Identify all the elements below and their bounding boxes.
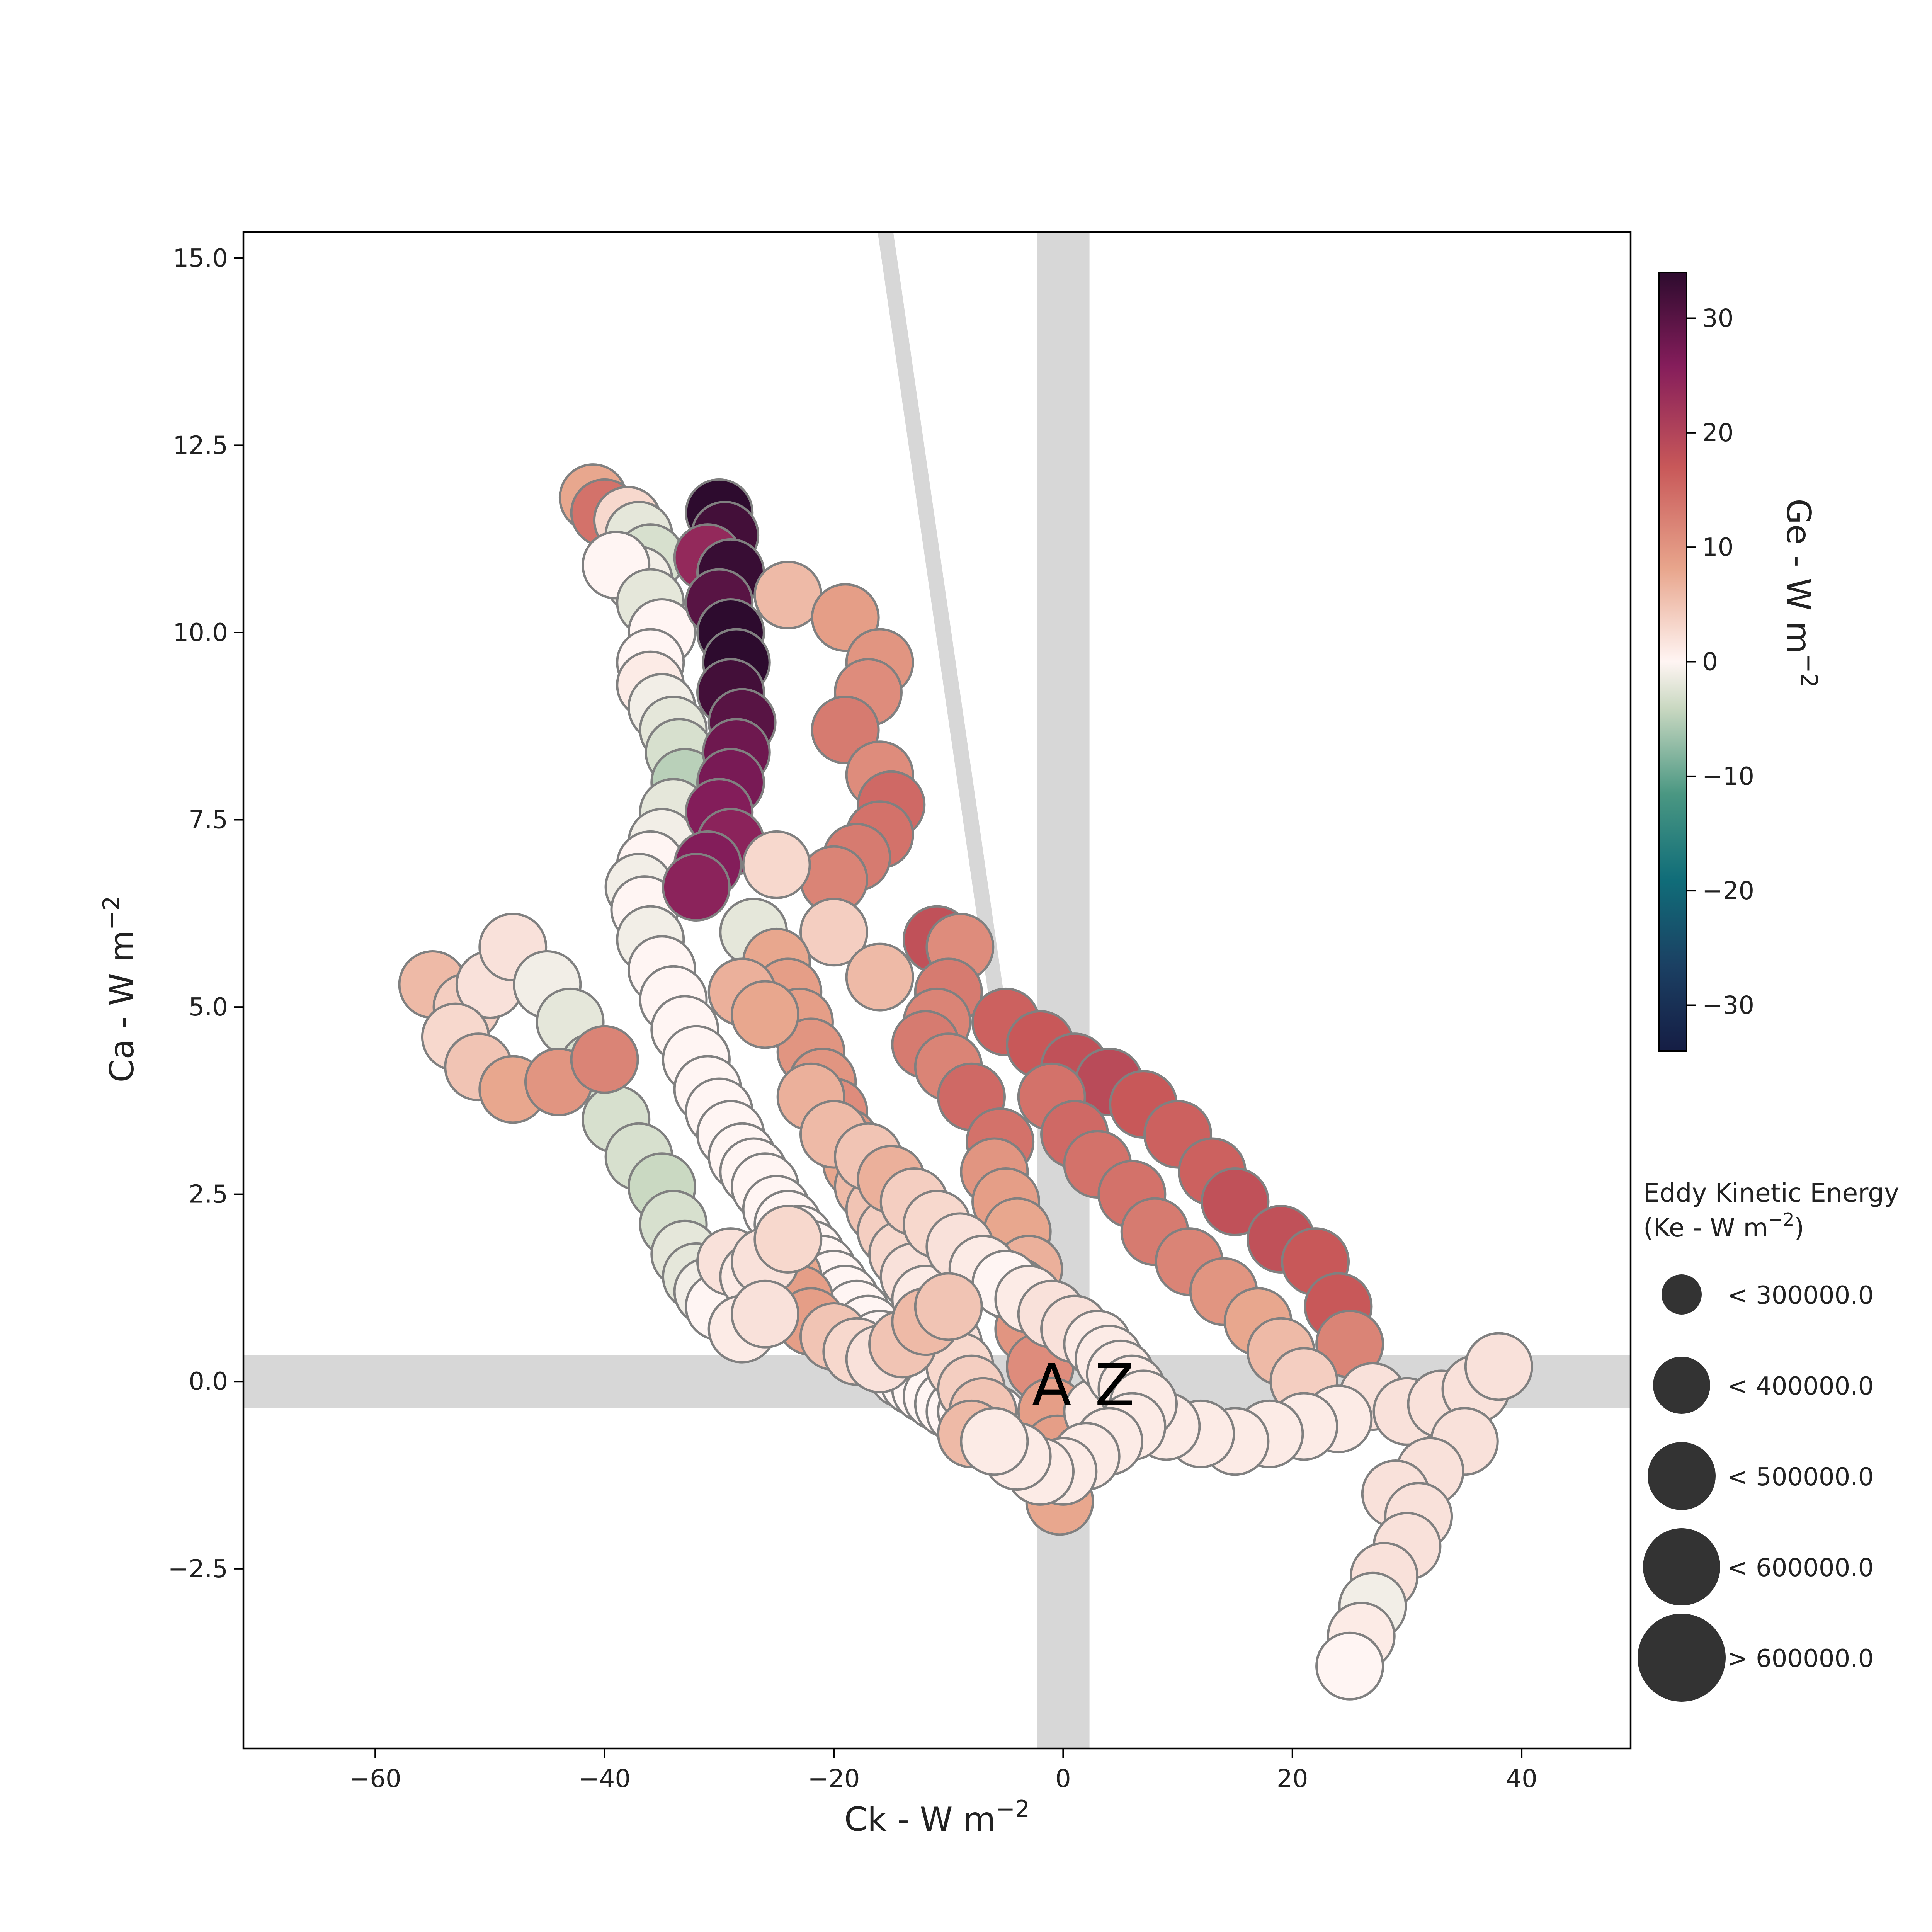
size-legend-marker [1648,1442,1716,1510]
data-point [960,1407,1029,1476]
marker-label-a: A [1032,1352,1071,1419]
data-point [1315,1631,1384,1701]
x-axis-ticks: −60 −40 −20 0 20 40 [349,1748,1537,1793]
data-point [1464,1332,1533,1401]
size-legend-label: > 600000.0 [1727,1645,1874,1673]
data-point [1201,1167,1270,1236]
size-legend-marker [1662,1274,1702,1315]
colorbar-ticks: 30 20 10 0 −10 −20 −30 [1687,304,1754,1020]
data-point [570,1025,639,1094]
size-legend-entries: < 300000.0 < 400000.0 < 500000.0 < 600000.0… [1638,1274,1874,1702]
size-legend-marker [1653,1357,1710,1414]
colorbar-gradient [1658,272,1687,1052]
diagonal-reference-line [878,232,1008,1023]
y-tick-label: 10.0 [173,619,228,647]
data-point [730,980,799,1049]
y-tick-label: 2.5 [189,1180,228,1209]
data-point [845,942,914,1012]
size-legend-label: < 600000.0 [1727,1554,1874,1582]
y-tick-label: 7.5 [189,806,228,835]
size-legend: Eddy Kinetic Energy (Ke - W m−2) < 30000… [1638,1178,1899,1702]
marker-label-z: Z [1095,1352,1134,1419]
data-point [742,830,811,899]
size-legend-label: < 300000.0 [1727,1281,1874,1310]
colorbar: 30 20 10 0 −10 −20 −30 Ge - W m−2 [1658,272,1822,1052]
size-legend-title-line1: Eddy Kinetic Energy [1643,1178,1899,1208]
colorbar-tick-label: −10 [1702,762,1754,791]
x-tick-label: 0 [1055,1765,1071,1793]
x-axis-label: Ck - W m−2 [844,1796,1030,1839]
data-point [753,1204,823,1274]
colorbar-tick-label: 20 [1702,419,1733,447]
x-tick-label: −60 [349,1765,401,1793]
y-axis-ticks: −2.5 0.0 2.5 5.0 7.5 10.0 12.5 15.0 [168,244,243,1583]
x-tick-label: −40 [578,1765,631,1793]
size-legend-marker [1643,1528,1720,1605]
size-legend-title-line2: (Ke - W m−2) [1643,1209,1804,1243]
y-tick-label: 15.0 [173,244,228,273]
x-tick-label: 20 [1277,1765,1308,1793]
plot-frame [242,231,1632,1750]
y-tick-label: −2.5 [168,1555,228,1583]
data-point [799,898,868,967]
data-point [914,1272,983,1341]
scatter-points [398,463,1533,1701]
colorbar-tick-label: 0 [1702,648,1718,677]
data-point [730,1279,799,1349]
size-legend-marker [1638,1614,1726,1702]
x-tick-label: −20 [808,1765,860,1793]
colorbar-tick-label: 30 [1702,304,1733,333]
y-tick-label: 5.0 [189,993,228,1022]
y-axis-label: Ca - W m−2 [98,896,141,1082]
colorbar-tick-label: −30 [1702,991,1754,1020]
size-legend-label: < 500000.0 [1727,1463,1874,1492]
colorbar-tick-label: 10 [1702,533,1733,562]
size-legend-label: < 400000.0 [1727,1372,1874,1401]
colorbar-tick-label: −20 [1702,877,1754,905]
y-tick-label: 0.0 [189,1367,228,1396]
data-point [662,852,731,922]
y-tick-label: 12.5 [173,431,228,460]
x-tick-label: 40 [1506,1765,1537,1793]
colorbar-label: Ge - W m−2 [1779,498,1822,688]
